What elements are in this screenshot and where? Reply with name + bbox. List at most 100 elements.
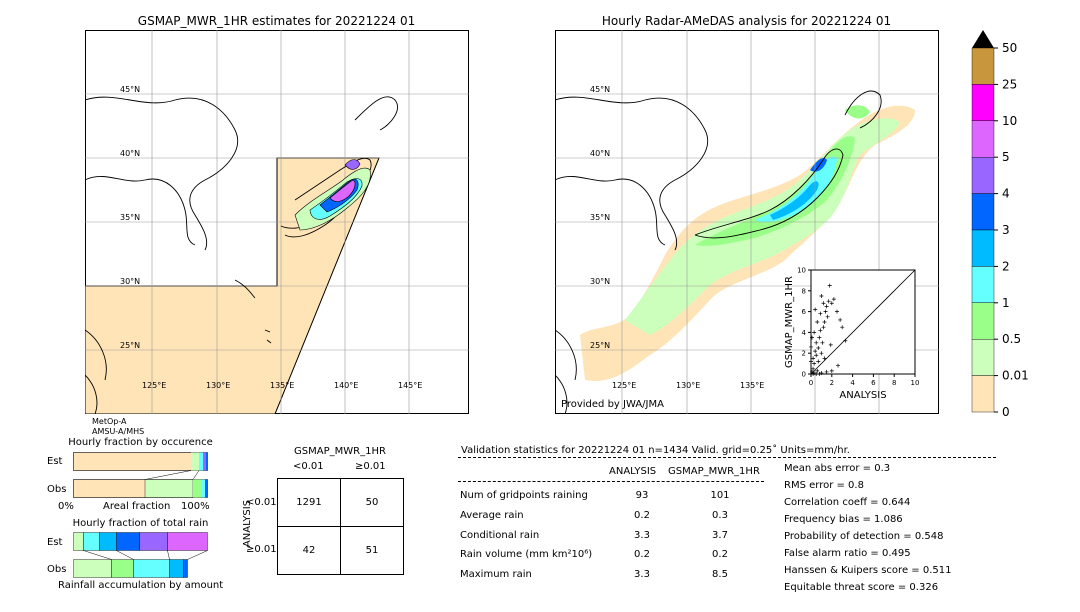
sensor-line: AMSU-A/MHS [92, 427, 145, 436]
scatter-point [825, 314, 830, 319]
left-lat-label: 25°N [120, 341, 140, 350]
colorbar-segment [971, 339, 995, 376]
right-lat-label: 40°N [590, 149, 610, 158]
scatter-y-tick-label: 0 [802, 371, 806, 379]
colorbar-segment [971, 156, 995, 194]
colorbar-segment [971, 193, 995, 231]
validation-row-analysis: 0.2 [634, 510, 650, 521]
left-map: 45°N 40°N 35°N 30°N 25°N 125°E 130°E 135… [85, 30, 469, 414]
scatter-point [843, 338, 848, 343]
scatter-y-ticks: 0 2 4 6 8 10 [797, 267, 811, 379]
colorbar-label: 0.01 [1002, 369, 1029, 383]
occ-row-est: Est [47, 456, 63, 467]
colorbar-label: 50 [1002, 41, 1017, 55]
left-lat-label: 30°N [120, 277, 140, 286]
scatter-point [826, 299, 831, 304]
validation-row-analysis: 0.2 [634, 549, 650, 560]
scatter-point [821, 325, 826, 330]
scatter-x-tick-label: 0 [809, 379, 813, 387]
left-lon-label: 135°E [270, 381, 294, 390]
right-lon-label: 125°E [612, 381, 636, 390]
contingency-cell: 1291 [277, 478, 341, 527]
contingency-table: 1291 50 42 51 [277, 478, 404, 575]
validation-row-label: Conditional rain [460, 530, 540, 541]
scatter-point [813, 307, 818, 312]
contingency-title: GSMAP_MWR_1HR [294, 446, 386, 457]
colorbar-segments [971, 47, 995, 413]
validation-row-label: Maximum rain [460, 569, 532, 580]
left-lat-label: 35°N [120, 213, 140, 222]
scatter-point [815, 320, 820, 324]
scatter-point [817, 335, 822, 340]
scatter-point [838, 317, 843, 322]
scatter-point [813, 349, 818, 354]
validation-header: Validation statistics for 20221224 01 n=… [461, 445, 850, 456]
scatter-point [827, 283, 832, 288]
scatter-point [820, 340, 825, 345]
score-line: Correlation coeff = 0.644 [784, 497, 911, 508]
scatter-point [818, 328, 823, 333]
scatter-point [821, 301, 826, 306]
scatter-xlabel: ANALYSIS [839, 390, 886, 401]
scatter-point [829, 368, 834, 373]
score-line: Frequency bias = 1.086 [784, 514, 903, 525]
right-lat-label: 45°N [590, 85, 610, 94]
score-line: Equitable threat score = 0.326 [784, 582, 939, 593]
scatter-point [824, 369, 829, 374]
total-rain-footer: Rainfall accumulation by amount [58, 580, 224, 591]
left-lon-label: 125°E [142, 381, 166, 390]
scatter-point [812, 361, 817, 366]
validation-row-label: Rain volume (mm km²10⁶) [460, 549, 593, 560]
scatter-point [822, 356, 827, 361]
scatter-point [840, 325, 845, 330]
contingency-col-header: ≥0.01 [355, 461, 386, 472]
colorbar-segment [971, 47, 995, 85]
validation-row-gsmap: 0.3 [712, 510, 728, 521]
right-map-title: Hourly Radar-AMeDAS analysis for 2022122… [601, 14, 892, 28]
validation-row-analysis: 93 [635, 490, 649, 501]
scatter-point [822, 320, 827, 324]
scatter-point [809, 359, 813, 364]
scatter-point [817, 372, 822, 376]
occ-row-obs: Obs [47, 484, 67, 495]
scatter-x-tick-label: 8 [892, 379, 896, 387]
scatter-y-tick-label: 2 [802, 350, 806, 358]
scatter-point [829, 301, 834, 306]
contingency-row-header: ≥0.01 [246, 544, 277, 555]
scatter-ylabel: GSMAP_MWR_1HR [784, 276, 795, 368]
total-rain-title: Hourly fraction of total rain [72, 518, 209, 529]
sensor-line: MetOp-A [92, 417, 127, 426]
scatter-point [810, 335, 815, 340]
colorbar-label: 5 [1002, 150, 1010, 164]
scatter-x-tick-label: 2 [830, 379, 834, 387]
colorbar: 50 25 10 5 4 3 2 1 0.5 0.01 0 [971, 30, 1029, 419]
scatter-point [836, 363, 841, 368]
scatter-inset: 0 2 4 6 8 10 0 2 4 6 8 10 ANALYSIS GSMAP_MWR_1HR [784, 267, 919, 402]
scatter-point [811, 356, 816, 361]
validation-row-gsmap: 8.5 [712, 569, 728, 580]
validation-row-label: Num of gridpoints raining [460, 490, 588, 501]
scatter-point [812, 330, 817, 335]
occ-axis-mid: Areal fraction [103, 501, 171, 512]
colorbar-label: 0 [1002, 405, 1010, 419]
right-lat-label: 25°N [590, 341, 610, 350]
score-line: Mean abs error = 0.3 [784, 463, 891, 474]
validation-row-analysis: 3.3 [634, 569, 650, 580]
validation-divider-top [458, 457, 996, 458]
scatter-y-tick-label: 10 [797, 267, 806, 275]
colorbar-segment [971, 120, 995, 158]
scatter-point [819, 294, 824, 298]
scatter-y-tick-label: 4 [802, 329, 807, 337]
contingency-col-header: <0.01 [293, 461, 324, 472]
validation-row-analysis: 3.3 [634, 530, 650, 541]
score-line: Hanssen & Kuipers score = 0.511 [784, 565, 952, 576]
validation-col-gsmap: GSMAP_MWR_1HR [668, 466, 760, 477]
colorbar-extend-arrow [972, 30, 994, 48]
scatter-points [809, 283, 848, 376]
scatter-y-tick-label: 6 [802, 308, 807, 316]
scatter-point [816, 346, 821, 350]
left-lon-label: 145°E [398, 381, 422, 390]
scatter-point [814, 353, 819, 358]
tr-row-est: Est [47, 537, 63, 548]
score-line: False alarm ratio = 0.495 [784, 548, 911, 559]
